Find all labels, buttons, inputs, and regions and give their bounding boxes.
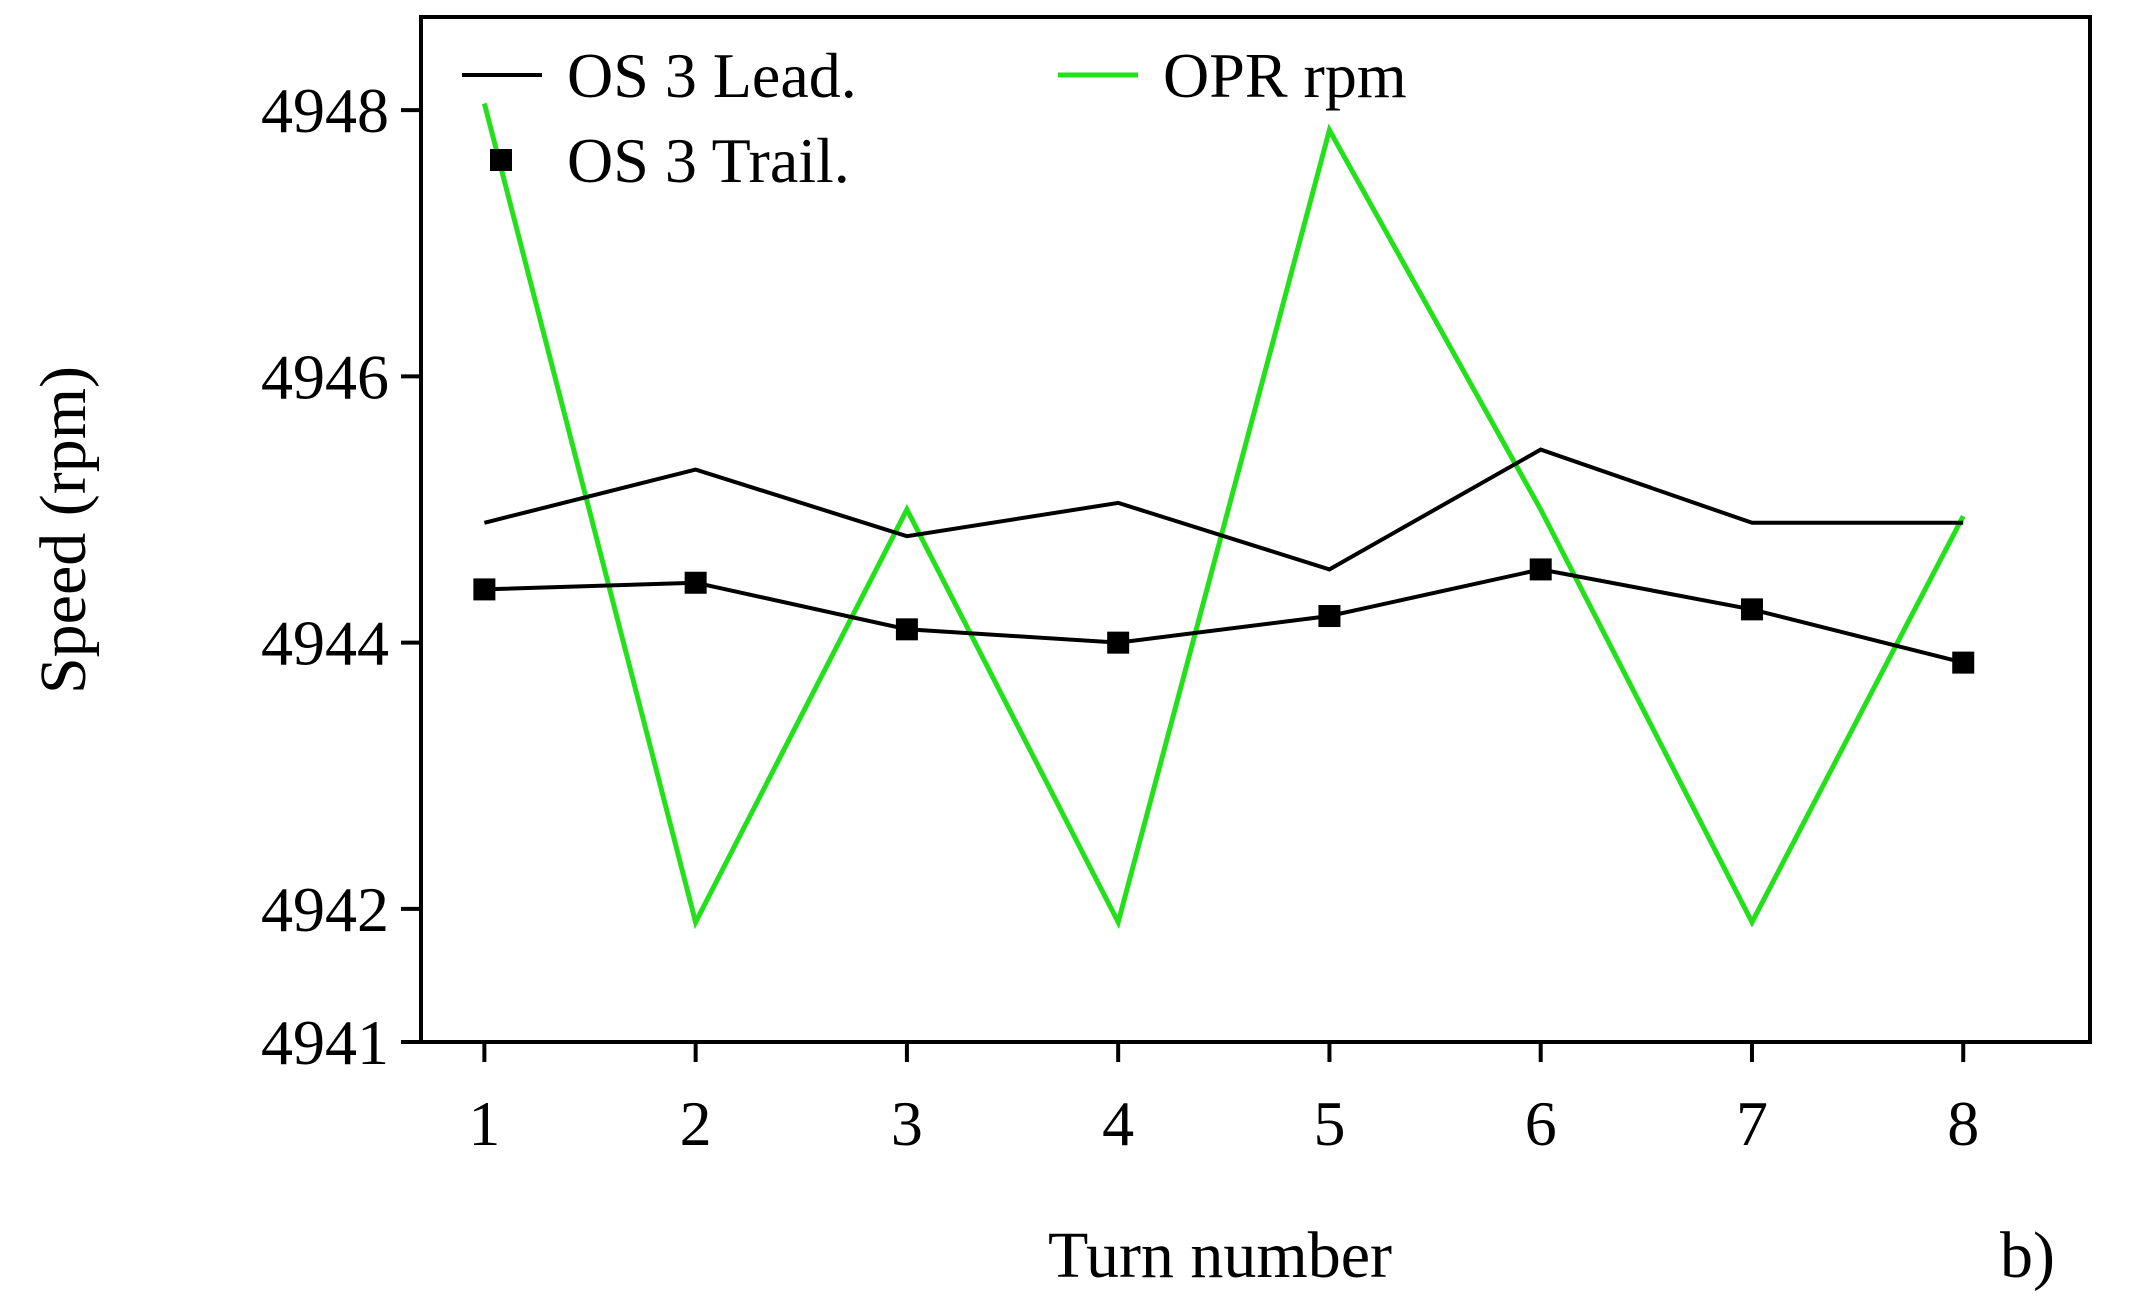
legend: OS 3 Lead. OPR rpm OS 3 Trail. <box>462 40 1407 196</box>
y-tick-label: 4946 <box>261 341 389 412</box>
y-tick-label: 4941 <box>261 1007 389 1078</box>
data-point-marker <box>1740 598 1763 621</box>
series-layer <box>473 102 1975 930</box>
legend-label-os-3-lead: OS 3 Lead. <box>567 40 857 111</box>
data-point-marker <box>1318 605 1341 628</box>
y-tick-label: 4942 <box>261 874 389 945</box>
legend-swatch-os-3-trail <box>490 149 512 171</box>
data-point-marker <box>684 571 707 594</box>
data-point-marker <box>1107 631 1130 654</box>
data-point-marker <box>1952 651 1975 674</box>
series-line-os-3-lead <box>483 447 1964 572</box>
legend-label-opr-rpm: OPR rpm <box>1163 40 1407 111</box>
series-line-opr-rpm <box>481 102 1966 930</box>
legend-label-os-3-trail: OS 3 Trail. <box>567 125 850 196</box>
data-point-marker <box>1529 558 1552 581</box>
panel-label: b) <box>2000 1219 2055 1292</box>
x-axis-label: Turn number <box>1048 1219 1392 1292</box>
x-tick-label: 4 <box>1102 1088 1134 1159</box>
x-tick-label: 5 <box>1313 1088 1345 1159</box>
data-point-marker <box>473 578 496 601</box>
x-tick-label: 2 <box>680 1088 712 1159</box>
y-axis-label: Speed (rpm) <box>27 366 100 694</box>
x-tick-label: 1 <box>468 1088 500 1159</box>
data-point-marker <box>895 618 918 641</box>
y-tick-label: 4944 <box>261 608 389 679</box>
x-tick-label: 3 <box>891 1088 923 1159</box>
y-axis-ticks: 4941 4942 4944 4946 4948 <box>261 75 421 1078</box>
y-tick-label: 4948 <box>261 75 389 146</box>
x-tick-label: 8 <box>1947 1088 1979 1159</box>
x-tick-label: 7 <box>1736 1088 1768 1159</box>
plot-frame <box>419 15 2092 1044</box>
series-line-os-3-trail <box>484 567 1964 665</box>
x-tick-label: 6 <box>1525 1088 1557 1159</box>
x-axis-ticks: 1 2 3 4 5 6 7 8 <box>468 1042 1979 1159</box>
